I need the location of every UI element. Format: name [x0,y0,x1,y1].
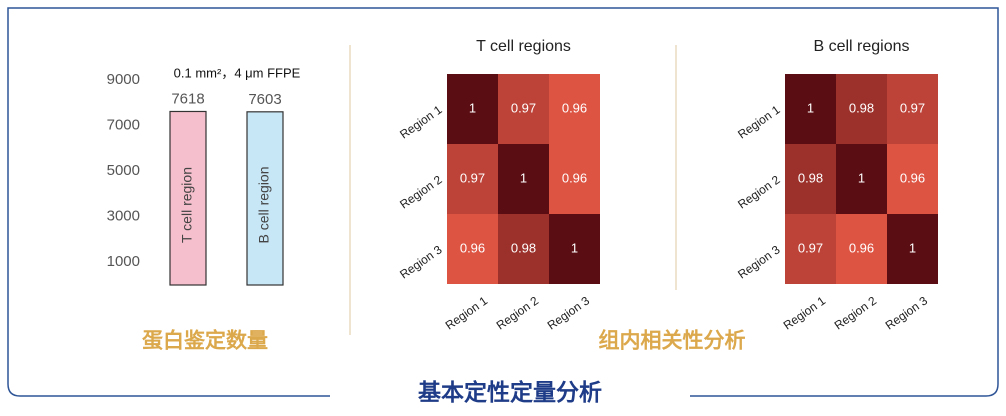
heatmap-cell [549,214,600,284]
caption: 蛋白鉴定数量 [142,329,268,353]
value-label: 7603 [248,91,281,108]
cell-label: 0.98 [511,240,536,255]
heatmap-cell [498,144,549,214]
chart-title: B cell regions [813,38,909,55]
cell-label: 0.97 [798,240,823,255]
heatmap-cell [498,214,549,284]
y-tick-label: Region 2 [397,172,445,211]
y-tick-label: Region 3 [397,242,445,281]
cell-label: 0.96 [562,170,587,185]
cell-label: 0.96 [849,240,874,255]
value-label: 7618 [171,90,204,107]
cell-label: 1 [807,100,814,115]
cell-label: 0.97 [511,100,536,115]
cell-label: 0.98 [849,100,874,115]
y-tick-label: 3000 [107,208,140,225]
heatmap-cell [498,74,549,144]
heatmap-cell [447,214,498,284]
heatmap-cell [785,144,836,214]
x-tick-label: Region 1 [443,293,491,332]
cell-label: 0.98 [798,170,823,185]
y-tick-label: Region 2 [735,172,783,211]
footer-title: 基本定性定量分析 [418,379,602,405]
heatmap-cell [447,74,498,144]
cell-label: 0.96 [900,170,925,185]
y-tick-label: Region 1 [397,102,445,141]
y-tick-label: 1000 [107,253,140,270]
bar [169,110,207,286]
cell-label: 0.96 [460,240,485,255]
cell-label: 1 [571,240,578,255]
frame [7,7,999,397]
chart-subtitle: 0.1 mm²，4 μm FFPE [174,65,301,80]
heatmap-cell [785,74,836,144]
x-tick-label: Region 3 [545,293,593,332]
x-tick-label: Region 2 [494,293,542,332]
cell-label: 0.97 [900,100,925,115]
heatmap-cell [836,214,887,284]
heatmap-cell [549,144,600,214]
cell-label: 1 [909,240,916,255]
heatmap-cell [549,74,600,144]
heatmap-cell [836,74,887,144]
y-tick-label: 5000 [107,162,140,179]
category-label: T cell region [179,167,195,243]
x-tick-label: Region 3 [883,293,931,332]
y-tick-label: Region 1 [735,102,783,141]
y-tick-label: 7000 [107,117,140,134]
cell-label: 0.97 [460,170,485,185]
heatmap-cell [447,144,498,214]
caption: 组内相关性分析 [599,329,746,353]
x-tick-label: Region 1 [781,293,829,332]
heatmap-cell [836,144,887,214]
heatmap-cell [887,214,938,284]
y-tick-label: 9000 [107,71,140,88]
y-tick-label: Region 3 [735,242,783,281]
x-tick-label: Region 2 [832,293,880,332]
cell-label: 1 [858,170,865,185]
category-label: B cell region [256,166,272,243]
heatmap-cell [887,144,938,214]
heatmap-cell [887,74,938,144]
heatmap-cell [785,214,836,284]
cell-label: 0.96 [562,100,587,115]
cell-label: 1 [469,100,476,115]
cell-label: 1 [520,170,527,185]
chart-title: T cell regions [476,38,571,55]
bar [246,111,284,286]
